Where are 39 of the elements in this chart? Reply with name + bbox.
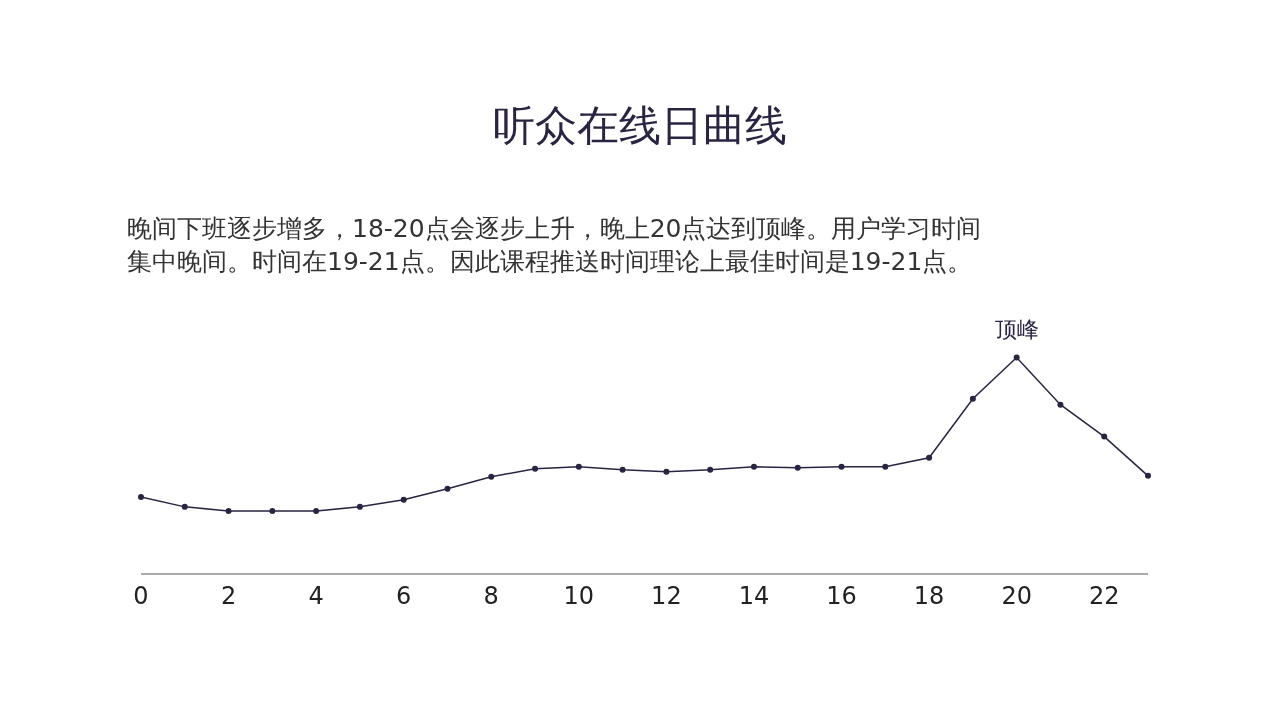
point (269, 507, 276, 514)
point (1057, 401, 1064, 408)
point (444, 485, 451, 492)
point (707, 466, 714, 473)
point (838, 463, 845, 470)
point (619, 466, 626, 473)
point (313, 507, 320, 514)
x-tick-label: 18 (913, 581, 945, 610)
point (794, 464, 801, 471)
x-tick-label: 14 (738, 581, 770, 610)
annotation: 顶峰 (995, 317, 1039, 342)
x-tick-label: 10 (563, 581, 595, 610)
x-tick-label: 6 (396, 581, 412, 610)
point (750, 463, 757, 470)
point (926, 454, 933, 461)
x-tick-label: 20 (1001, 581, 1032, 610)
chart-subtitle: 晚间下班逐步增多，18-20点会逐步上升，晚上20点达到顶峰。用户学习时间集中晚间。时间在19-21点。因此课程推送时间理论上最佳时间是19-21点。 (127, 214, 982, 276)
point (575, 463, 582, 470)
point (181, 503, 188, 510)
point (1145, 472, 1151, 479)
point (356, 503, 363, 510)
x-tick-label: 2 (220, 581, 237, 610)
point (488, 473, 495, 480)
x-tick-label: 16 (826, 581, 857, 610)
point (663, 468, 670, 475)
point (225, 507, 232, 514)
point (882, 463, 889, 470)
x-tick-label: 22 (1088, 581, 1120, 610)
point (1013, 354, 1020, 361)
point (532, 465, 539, 472)
chart-title: 听众在线日曲线 (493, 100, 787, 150)
point (969, 395, 976, 402)
x-tick-label: 8 (483, 581, 499, 610)
x-tick-label: 0 (133, 581, 149, 610)
point (400, 496, 407, 503)
x-tick-label: 4 (308, 581, 324, 610)
x-tick-label: 12 (651, 581, 682, 610)
point (138, 493, 144, 500)
point (1101, 433, 1108, 440)
